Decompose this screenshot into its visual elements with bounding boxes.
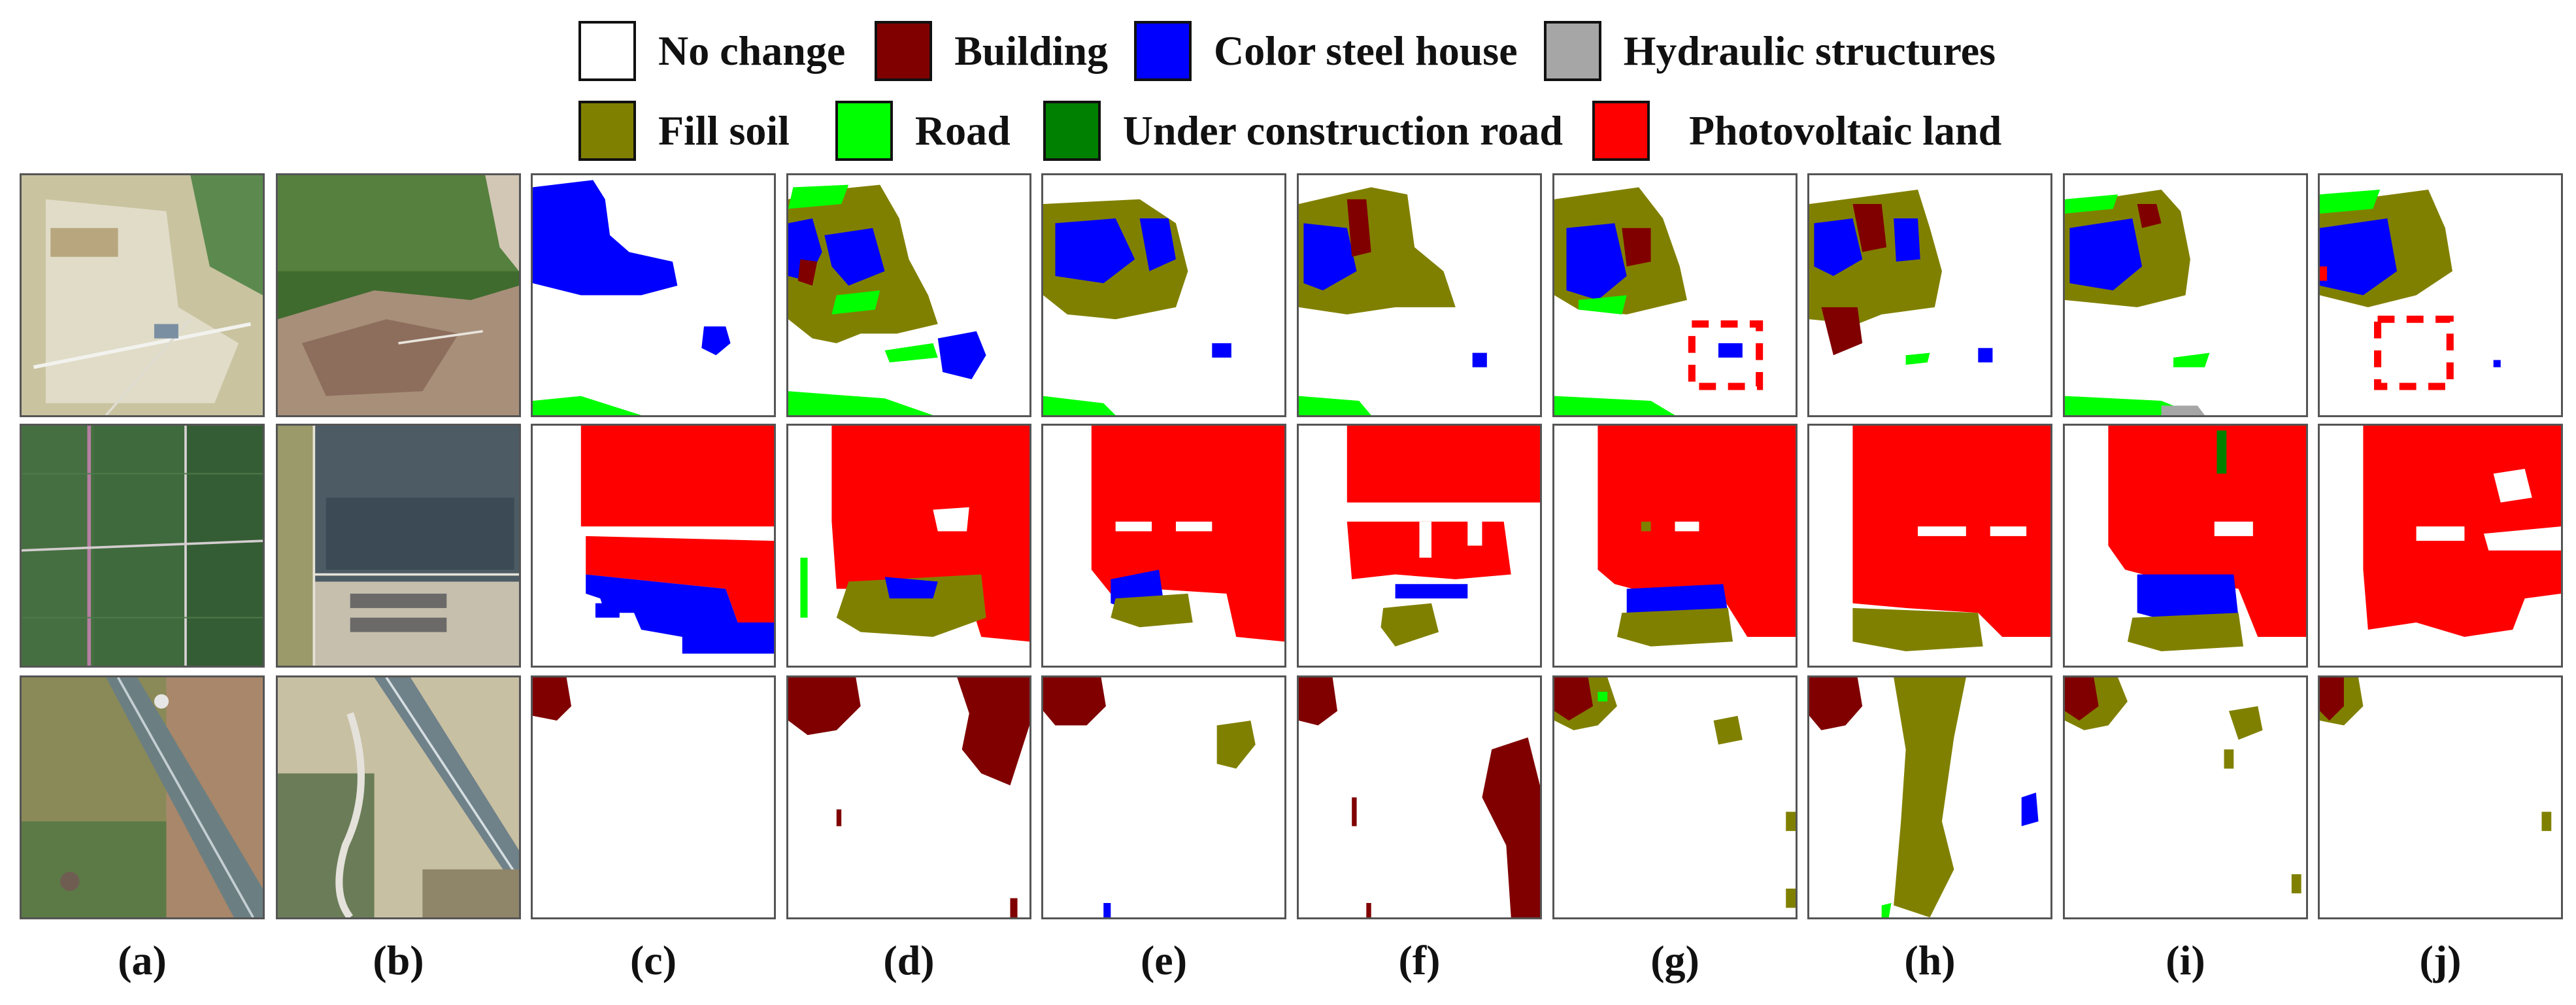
map-h-row2 bbox=[1807, 424, 2052, 668]
map-f-row1 bbox=[1297, 173, 1542, 417]
legend-item-under-construction-road: Under construction road bbox=[1043, 101, 1563, 161]
image-a-row2 bbox=[20, 424, 265, 668]
image-a-row3 bbox=[20, 675, 265, 919]
column-label-a: (a) bbox=[118, 937, 167, 983]
column-label-b: (b) bbox=[373, 937, 424, 983]
map-d-row2 bbox=[786, 424, 1031, 668]
map-g-row3 bbox=[1552, 675, 1798, 919]
legend-label-no-change: No change bbox=[658, 27, 846, 74]
map-d-row1 bbox=[786, 173, 1031, 417]
map-e-row3 bbox=[1041, 675, 1286, 919]
legend-swatch-road bbox=[835, 101, 893, 161]
legend-swatch-fill-soil bbox=[578, 101, 636, 161]
map-h-row1 bbox=[1807, 173, 2052, 417]
legend-swatch-color-steel-house bbox=[1134, 21, 1192, 81]
legend-label-hydraulic-structures: Hydraulic structures bbox=[1623, 27, 1996, 74]
legend-label-road: Road bbox=[914, 107, 1011, 154]
legend-item-road: Road bbox=[835, 101, 1011, 161]
legend-label-building: Building bbox=[954, 27, 1109, 74]
map-i-row1 bbox=[2063, 173, 2308, 417]
legend-item-building: Building bbox=[875, 21, 1108, 81]
legend-label-photovoltaic-land: Photovoltaic land bbox=[1688, 107, 2002, 154]
legend-swatch-under-construction-road bbox=[1043, 101, 1101, 161]
column-label-e: (e) bbox=[1140, 937, 1188, 983]
legend-item-color-steel-house: Color steel house bbox=[1134, 21, 1518, 81]
image-a-row1 bbox=[20, 173, 265, 417]
legend-label-color-steel-house: Color steel house bbox=[1214, 27, 1518, 74]
map-e-row1 bbox=[1041, 173, 1286, 417]
map-e-row2 bbox=[1041, 424, 1286, 668]
map-f-row3 bbox=[1297, 675, 1542, 919]
column-label-i: (i) bbox=[2166, 937, 2205, 983]
column-label-d: (d) bbox=[883, 937, 935, 983]
legend-swatch-photovoltaic-land bbox=[1592, 101, 1650, 161]
legend-swatch-hydraulic-structures bbox=[1543, 21, 1601, 81]
legend-item-hydraulic-structures: Hydraulic structures bbox=[1543, 21, 1996, 81]
legend-swatch-no-change bbox=[578, 21, 636, 81]
map-f-row2 bbox=[1297, 424, 1542, 668]
legend-item-fill-soil: Fill soil bbox=[578, 101, 790, 161]
legend-row-2: Fill soil Road Under construction road P… bbox=[578, 98, 2001, 163]
map-d-row3 bbox=[786, 675, 1031, 919]
map-c-row1 bbox=[531, 173, 776, 417]
map-c-row2 bbox=[531, 424, 776, 668]
image-b-row2 bbox=[276, 424, 521, 668]
map-j-row1 bbox=[2318, 173, 2563, 417]
image-b-row3 bbox=[276, 675, 521, 919]
legend-row-1: No change Building Color steel house Hyd… bbox=[578, 18, 1996, 84]
map-c-row3 bbox=[531, 675, 776, 919]
column-label-j: (j) bbox=[2419, 937, 2462, 983]
map-i-row2 bbox=[2063, 424, 2308, 668]
legend-item-no-change: No change bbox=[578, 21, 845, 81]
map-j-row2 bbox=[2318, 424, 2563, 668]
column-label-g: (g) bbox=[1650, 937, 1699, 983]
map-j-row3 bbox=[2318, 675, 2563, 919]
legend-swatch-building bbox=[875, 21, 933, 81]
map-i-row3 bbox=[2063, 675, 2308, 919]
column-label-c: (c) bbox=[629, 937, 677, 983]
image-b-row1 bbox=[276, 173, 521, 417]
column-label-f: (f) bbox=[1398, 937, 1441, 983]
map-g-row1 bbox=[1552, 173, 1798, 417]
legend-label-fill-soil: Fill soil bbox=[658, 107, 790, 154]
map-h-row3 bbox=[1807, 675, 2052, 919]
legend-item-photovoltaic-land: Photovoltaic land bbox=[1592, 101, 2001, 161]
legend-label-under-construction-road: Under construction road bbox=[1122, 107, 1563, 154]
map-g-row2 bbox=[1552, 424, 1798, 668]
column-label-h: (h) bbox=[1904, 937, 1956, 983]
